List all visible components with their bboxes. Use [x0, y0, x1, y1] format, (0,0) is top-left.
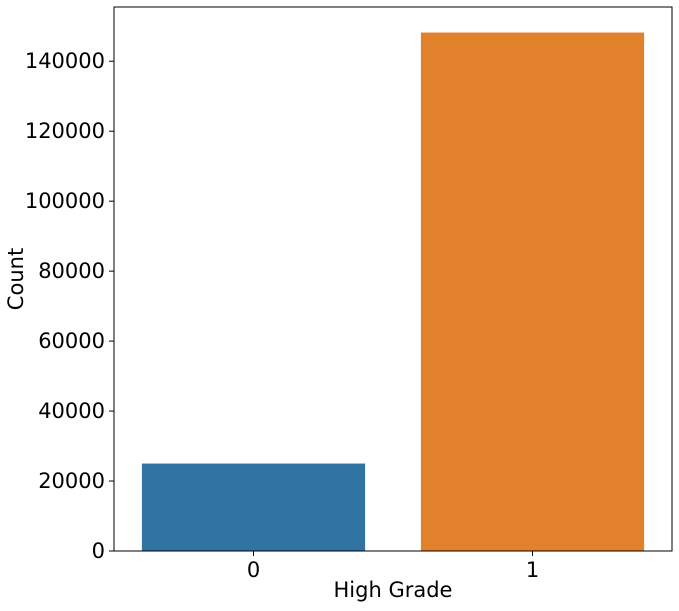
y-axis-ticks: 0 20000 40000 60000 80000 100000 120000 140000: [25, 49, 114, 563]
x-tick-label: 0: [247, 558, 260, 582]
y-tick-label: 60000: [38, 329, 105, 353]
y-tick-label: 120000: [25, 119, 105, 143]
y-axis-label: Count: [4, 248, 28, 310]
bar-1: [420, 32, 645, 551]
bar-0: [141, 463, 366, 551]
y-tick-label: 140000: [25, 49, 105, 73]
x-tick-label: 1: [526, 558, 539, 582]
bars-group: [141, 32, 645, 551]
plot-frame: [113, 6, 673, 552]
y-tick-label: 80000: [38, 259, 105, 283]
y-tick-label: 20000: [38, 469, 105, 493]
y-tick-label: 40000: [38, 399, 105, 423]
y-tick-label: 100000: [25, 189, 105, 213]
y-tick-label: 0: [92, 539, 105, 563]
x-axis-label: High Grade: [334, 578, 453, 602]
